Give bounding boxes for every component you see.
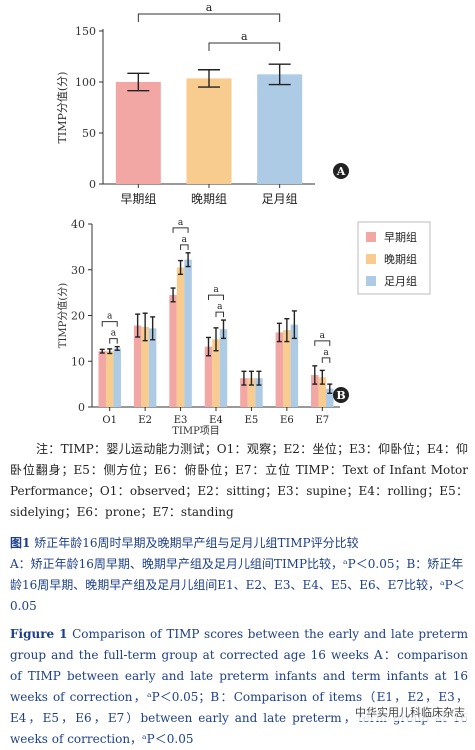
a-significance-bracket-0 [137, 13, 281, 22]
a-bar-1 [186, 78, 232, 184]
a-significance-bracket-1 [208, 42, 281, 51]
b-legend-swatch-2 [366, 276, 376, 286]
b-bar-E2-0 [133, 325, 142, 407]
b-bar-O1-1 [105, 351, 114, 407]
a-y-tick-label: 50 [82, 127, 96, 140]
b-x-tick-label: E3 [174, 415, 188, 426]
a-y-axis-label: TIMP分值(分) [56, 72, 69, 144]
b-significance-bracket-2-0 [172, 227, 189, 233]
b-bar-E6-1 [283, 330, 291, 407]
figure-note: 注：TIMP：婴儿运动能力测试；O1：观察；E2：坐位；E3：仰卧位；E4：仰卧… [10, 442, 468, 519]
b-significance-bracket-3-0-label: a [213, 285, 219, 295]
b-panel-label: B [336, 389, 345, 402]
cn-figure-label: 图1 [10, 536, 31, 550]
a-x-tick-label: 晚期组 [191, 192, 227, 206]
b-significance-bracket-3-0 [208, 294, 224, 301]
en-figure-body: Comparison of TIMP scores between the ea… [10, 627, 468, 746]
b-significance-bracket-2-1-label: a [182, 235, 188, 245]
b-bar-E2-2 [148, 328, 157, 407]
b-x-tick-label: E7 [315, 415, 329, 426]
b-y-tick-label: 10 [71, 355, 85, 368]
b-bar-E3-1 [176, 267, 185, 407]
b-y-tick-label: 20 [71, 310, 85, 323]
b-y-tick-label: 30 [71, 264, 85, 277]
b-bar-E3-0 [169, 294, 177, 407]
b-significance-bracket-3-1-label: a [217, 302, 223, 312]
b-bar-E7-1 [318, 377, 327, 407]
b-bar-E7-0 [311, 374, 319, 407]
b-y-axis-label: TIMP分值(分) [56, 283, 69, 348]
b-bar-E3-2 [184, 259, 192, 407]
a-y-tick-label: 100 [75, 76, 96, 89]
b-significance-bracket-2-0-label: a [178, 218, 184, 228]
b-x-tick-label: O1 [102, 415, 117, 426]
a-x-tick-label: 足月组 [262, 192, 298, 206]
a-significance-bracket-0-label: a [206, 1, 213, 14]
b-significance-bracket-6-0 [314, 340, 331, 346]
a-y-tick-label: 150 [75, 25, 96, 38]
en-figure-label: Figure 1 [10, 627, 68, 641]
b-bar-E4-1 [212, 339, 220, 407]
journal-watermark: 中华实用儿科临床杂志 [351, 703, 469, 721]
b-legend-swatch-1 [366, 254, 376, 264]
b-bar-O1-2 [113, 348, 121, 407]
b-significance-bracket-3-1 [215, 311, 224, 318]
a-panel-label: A [336, 165, 346, 178]
a-bar-2 [257, 74, 303, 184]
cn-figure-body: A：矫正年龄16周早期、晚期早产组及足月儿组间TIMP比较，ᵃP＜0.05；B：… [10, 557, 465, 613]
b-legend-label-1: 晚期组 [384, 252, 417, 266]
b-bar-E6-2 [290, 324, 299, 407]
b-x-tick-label: E5 [245, 415, 259, 426]
b-x-axis-label: TIMP项目 [172, 425, 220, 437]
b-bar-E7-2 [326, 388, 334, 407]
b-y-tick-label: 40 [71, 218, 85, 231]
b-x-tick-label: E6 [280, 415, 294, 426]
b-significance-bracket-0-0 [101, 321, 118, 327]
b-bar-E4-2 [219, 329, 228, 407]
figure-caption-cn: 图1 矫正年龄16周时早期及晚期早产组与足月儿组TIMP评分比较 A：矫正年龄1… [10, 533, 468, 617]
chart-a: 0 50 100 150 TIMP分值(分) 早期组 晚期组 足月组 a a A [56, 1, 349, 206]
b-significance-bracket-6-1-label: a [323, 348, 329, 358]
a-y-tick-label: 0 [89, 178, 96, 191]
b-significance-bracket-0-1 [109, 338, 118, 344]
b-significance-bracket-0-0-label: a [107, 312, 113, 322]
a-bar-0 [115, 82, 161, 184]
figure-caption-en: Figure 1 Comparison of TIMP scores betwe… [10, 624, 468, 750]
b-panel-circle [333, 387, 349, 403]
b-legend-label-0: 早期组 [384, 230, 417, 244]
b-x-tick-label: E2 [138, 415, 152, 426]
a-x-tick-label: 早期组 [120, 192, 156, 206]
cn-figure-title: 矫正年龄16周时早期及晚期早产组与足月儿组TIMP评分比较 [34, 536, 359, 550]
b-bar-E5-2 [255, 378, 263, 407]
b-bar-E5-1 [247, 378, 256, 407]
b-bar-E4-0 [204, 346, 213, 407]
a-panel-circle [333, 163, 349, 179]
b-legend-label-2: 足月组 [384, 274, 417, 288]
b-y-tick-label: 0 [78, 401, 85, 414]
b-bar-E5-0 [240, 378, 248, 407]
b-bar-O1-0 [98, 351, 106, 407]
b-bar-E2-1 [141, 326, 149, 407]
b-bar-E6-0 [275, 332, 284, 407]
b-significance-bracket-0-1-label: a [111, 329, 117, 339]
b-x-tick-label: E4 [209, 415, 223, 426]
b-significance-bracket-6-0-label: a [320, 331, 326, 341]
a-significance-bracket-1-label: a [241, 30, 248, 43]
b-significance-bracket-6-1 [321, 357, 331, 363]
b-significance-bracket-2-1 [180, 244, 189, 250]
b-legend-swatch-0 [366, 232, 376, 242]
